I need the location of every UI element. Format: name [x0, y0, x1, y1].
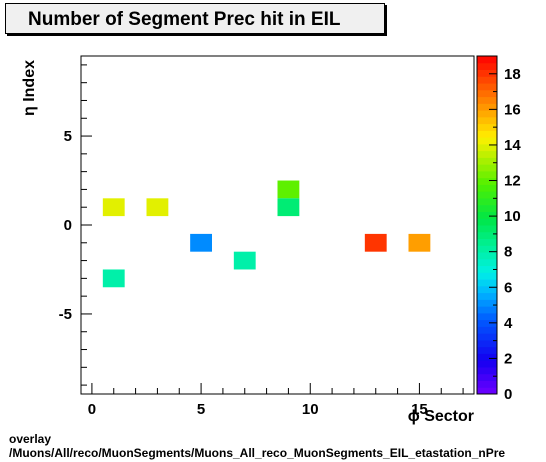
color-bar [476, 55, 498, 395]
color-bar-band [477, 265, 497, 273]
y-axis-label: η Index [21, 59, 38, 116]
color-bar-ticks: 0 2 4 6 8 10 12 14 16 18 [489, 55, 521, 403]
color-bar-tick-label: 0 [504, 386, 512, 403]
color-bar-band [477, 346, 497, 354]
color-bar-band [477, 69, 497, 77]
color-bar-band [477, 211, 497, 219]
color-bar-band [477, 272, 497, 280]
color-bar-band [477, 130, 497, 138]
color-bar-band [477, 204, 497, 212]
color-bar-band [477, 252, 497, 260]
color-bar-band [477, 353, 497, 361]
heatmap-cell [102, 269, 125, 288]
color-bar-band [477, 62, 497, 71]
color-bar-tick-label: 4 [504, 315, 513, 332]
color-bar-tick-label: 18 [504, 66, 521, 83]
heatmap-cell [233, 251, 256, 270]
color-bar-tick-label: 2 [504, 350, 512, 367]
color-bar-band [477, 197, 497, 206]
x-axis-label: ϕ Sector [407, 408, 474, 425]
color-bar-band [477, 116, 497, 125]
heatmap-cell [364, 233, 387, 252]
color-bar-band [477, 312, 497, 321]
y-tick-label: 0 [64, 217, 72, 234]
color-bar-band [477, 103, 497, 111]
x-tick-label: 5 [197, 401, 205, 418]
footer-line-2: /Muons/All/reco/MuonSegments/Muons_All_r… [9, 446, 506, 460]
heatmap-cell [190, 233, 212, 252]
color-bar-band [477, 76, 497, 84]
color-bar-band [477, 184, 497, 192]
color-bar-band [477, 333, 497, 341]
heatmap-cell [146, 198, 169, 217]
color-bar-band [477, 339, 497, 348]
footer-line-1: overlay [9, 432, 52, 446]
color-bar-band [477, 373, 497, 381]
color-bar-band [477, 380, 497, 388]
color-bar-band [477, 56, 497, 64]
y-tick-label: 5 [64, 128, 72, 145]
x-tick-label: 15 [411, 401, 428, 418]
color-bar-band [477, 366, 497, 375]
color-bar-band [477, 279, 497, 287]
heatmap-cell [277, 180, 300, 199]
color-bar-band [477, 96, 497, 104]
y-tick-label: -5 [59, 306, 72, 323]
color-bar-band [477, 299, 497, 307]
color-bar-band [477, 319, 497, 327]
heatmap-cell [408, 233, 431, 252]
plot-frame [80, 55, 475, 395]
color-bar-band [477, 83, 497, 91]
color-bar-band [477, 360, 497, 368]
color-bar-tick-label: 10 [504, 208, 521, 225]
color-bar-band [477, 387, 497, 395]
title-box: Number of Segment Prec hit in EIL [5, 3, 385, 34]
color-bar-band [477, 218, 497, 226]
color-bar-band [477, 191, 497, 199]
color-bar-band [477, 89, 497, 98]
heatmap-cells [102, 180, 431, 288]
x-tick-label: 10 [302, 401, 319, 418]
color-bar-tick-label: 12 [504, 173, 521, 190]
color-bar-band [477, 292, 497, 300]
color-bar-band [477, 326, 497, 334]
color-bar-band [477, 258, 497, 267]
color-bar-band [477, 123, 497, 131]
color-bar-band [477, 231, 497, 240]
color-bar-band [477, 137, 497, 145]
x-tick-label: 0 [88, 401, 96, 418]
color-bar-band [477, 306, 497, 314]
color-bar-band [477, 285, 497, 294]
color-bar-tick-label: 16 [504, 101, 521, 118]
color-bar-band [477, 110, 497, 118]
color-bar-tick-label: 14 [504, 137, 521, 154]
color-bar-band [477, 177, 497, 185]
color-bar-band [477, 157, 497, 165]
color-bar-band [477, 238, 497, 246]
x-axis-ticks: 0 5 10 15 [88, 383, 464, 418]
color-bar-band [477, 164, 497, 172]
color-bar-tick-label: 8 [504, 244, 512, 261]
color-bar-band [477, 170, 497, 179]
color-bar-tick-label: 6 [504, 279, 512, 296]
heatmap-cell [277, 198, 300, 217]
color-bar-band [477, 150, 497, 158]
y-axis-ticks: -5 0 5 [59, 64, 92, 386]
color-bar-band [477, 225, 497, 233]
color-bar-band [477, 245, 497, 253]
chart-title: Number of Segment Prec hit in EIL [28, 9, 341, 30]
heatmap-cell [102, 198, 125, 217]
color-bar-frame [476, 55, 498, 395]
color-bar-band [477, 143, 497, 152]
